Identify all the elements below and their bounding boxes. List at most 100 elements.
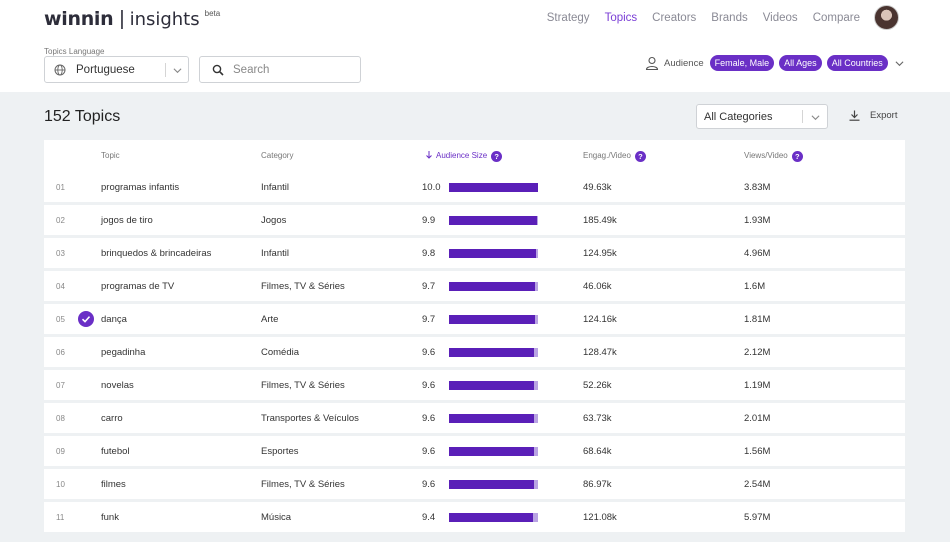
row-rank: 07 xyxy=(56,381,65,390)
row-topic[interactable]: carro xyxy=(101,413,123,424)
row-category: Infantil xyxy=(261,248,289,259)
nav-topics[interactable]: Topics xyxy=(604,12,638,24)
audience-bar-track xyxy=(449,381,538,390)
table-row[interactable]: 09 futebol Esportes 9.6 68.64k 1.56M xyxy=(44,436,905,466)
chevron-down-icon xyxy=(811,115,820,121)
audience-bar-track xyxy=(449,414,538,423)
table-row[interactable]: 10 filmes Filmes, TV & Séries 9.6 86.97k 2.54… xyxy=(44,469,905,499)
select-divider xyxy=(165,63,166,77)
row-engagement: 124.95k xyxy=(583,248,617,259)
check-icon[interactable] xyxy=(78,311,94,327)
row-topic[interactable]: pegadinha xyxy=(101,347,146,358)
row-audience-size: 9.6 xyxy=(422,446,436,457)
table-row[interactable]: 08 carro Transportes & Veículos 9.6 63.73k 2.… xyxy=(44,403,905,433)
row-engagement: 128.47k xyxy=(583,347,617,358)
row-category: Arte xyxy=(261,314,279,325)
header-topic[interactable]: Topic xyxy=(101,151,120,160)
row-views: 1.6M xyxy=(744,281,766,292)
question-icon[interactable]: ? xyxy=(791,151,803,162)
row-topic[interactable]: programas infantis xyxy=(101,182,180,193)
row-audience-size: 9.6 xyxy=(422,413,436,424)
row-topic[interactable]: funk xyxy=(101,512,119,523)
globe-icon xyxy=(54,64,66,75)
row-topic[interactable]: futebol xyxy=(101,446,130,457)
row-rank: 04 xyxy=(56,282,65,291)
nav-creators[interactable]: Creators xyxy=(652,12,697,24)
row-views: 2.54M xyxy=(744,479,771,490)
row-engagement: 63.73k xyxy=(583,413,612,424)
nav-compare[interactable]: Compare xyxy=(812,12,860,24)
question-icon[interactable]: ? xyxy=(634,151,646,162)
header-views[interactable]: Views/Video? xyxy=(744,151,803,162)
topics-language-select[interactable]: Portuguese xyxy=(44,56,189,83)
row-audience-size: 9.7 xyxy=(422,314,436,325)
table-header: Topic Category Audience Size? Engag./Vid… xyxy=(44,140,905,172)
row-topic[interactable]: novelas xyxy=(101,380,134,391)
table-row[interactable]: 02 jogos de tiro Jogos 9.9 185.49k 1.93M xyxy=(44,205,905,235)
row-rank: 11 xyxy=(56,513,65,522)
table-row[interactable]: 01 programas infantis Infantil 10.0 49.63k 3.… xyxy=(44,172,905,202)
table-row[interactable]: 03 brinquedos & brincadeiras Infantil 9.8 12… xyxy=(44,238,905,268)
audience-age-pill[interactable]: All Ages xyxy=(779,55,822,71)
nav-brands[interactable]: Brands xyxy=(711,12,748,24)
row-views: 3.83M xyxy=(744,182,771,193)
audience-bar-track xyxy=(449,513,538,522)
chevron-down-icon[interactable] xyxy=(895,59,904,68)
app-logo[interactable]: winnin | insights beta xyxy=(44,8,220,31)
row-topic[interactable]: jogos de tiro xyxy=(101,215,153,226)
audience-country-pill[interactable]: All Countries xyxy=(826,55,888,71)
header-engagement[interactable]: Engag./Video? xyxy=(583,151,646,162)
row-topic[interactable]: dança xyxy=(101,314,127,325)
table-row[interactable]: 11 funk Música 9.4 121.08k 5.97M xyxy=(44,502,905,532)
row-engagement: 86.97k xyxy=(583,479,612,490)
row-rank: 03 xyxy=(56,249,65,258)
row-views: 1.81M xyxy=(744,314,771,325)
row-rank: 06 xyxy=(56,348,65,357)
row-category: Filmes, TV & Séries xyxy=(261,479,345,490)
table-row[interactable]: 05 dança Arte 9.7 124.16k 1.81M xyxy=(44,304,905,334)
audience-label: Audience xyxy=(664,57,704,69)
row-audience-size: 9.6 xyxy=(422,479,436,490)
audience-gender-pill[interactable]: Female, Male xyxy=(709,55,775,71)
row-category: Comédia xyxy=(261,347,300,358)
topics-language-label: Topics Language xyxy=(44,47,105,56)
nav-videos[interactable]: Videos xyxy=(762,12,798,24)
question-icon[interactable]: ? xyxy=(491,151,503,162)
audience-bar-fill xyxy=(449,381,535,390)
row-category: Jogos xyxy=(261,215,287,226)
row-category: Infantil xyxy=(261,182,289,193)
table-row[interactable]: 04 programas de TV Filmes, TV & Séries 9.7 4… xyxy=(44,271,905,301)
header-audience-size[interactable]: Audience Size? xyxy=(426,151,503,162)
header-audience-label: Audience Size xyxy=(436,151,488,160)
table-row[interactable]: 06 pegadinha Comédia 9.6 128.47k 2.12M xyxy=(44,337,905,367)
audience-bar-fill xyxy=(449,414,535,423)
row-views: 2.01M xyxy=(744,413,771,424)
header-category[interactable]: Category xyxy=(261,151,294,160)
audience-bar-track xyxy=(449,282,538,291)
logo-wordmark: winnin xyxy=(44,8,114,30)
user-icon xyxy=(645,56,659,70)
audience-bar-track xyxy=(449,183,538,192)
row-engagement: 185.49k xyxy=(583,215,617,226)
export-button[interactable]: Export xyxy=(849,110,897,121)
row-rank: 09 xyxy=(56,447,65,456)
table-row[interactable]: 07 novelas Filmes, TV & Séries 9.6 52.26k 1.1… xyxy=(44,370,905,400)
audience-bar-fill xyxy=(449,513,533,522)
page-title: 152 Topics xyxy=(44,108,121,125)
row-topic[interactable]: brinquedos & brincadeiras xyxy=(101,248,212,259)
row-audience-size: 9.4 xyxy=(422,512,436,523)
row-topic[interactable]: programas de TV xyxy=(101,281,175,292)
audience-bar-fill xyxy=(449,480,535,489)
row-category: Filmes, TV & Séries xyxy=(261,281,345,292)
export-label: Export xyxy=(870,110,898,121)
user-avatar[interactable] xyxy=(874,5,899,30)
audience-bar-track xyxy=(449,315,538,324)
row-audience-size: 9.6 xyxy=(422,347,436,358)
search-field[interactable] xyxy=(199,56,361,83)
row-topic[interactable]: filmes xyxy=(101,479,126,490)
audience-bar-track xyxy=(449,249,538,258)
category-filter-select[interactable]: All Categories xyxy=(696,104,828,129)
row-engagement: 121.08k xyxy=(583,512,617,523)
nav-strategy[interactable]: Strategy xyxy=(546,12,590,24)
search-input[interactable] xyxy=(233,63,353,76)
